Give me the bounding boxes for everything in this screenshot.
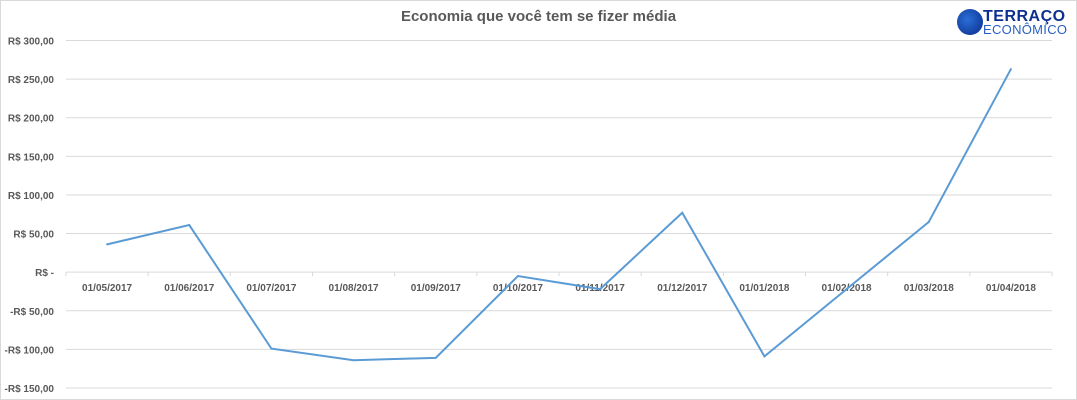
x-tick-label: 01/06/2017	[164, 283, 214, 294]
logo-text-2: ECONÔMICO	[983, 22, 1068, 37]
y-tick-label: R$ 250,00	[8, 75, 55, 86]
data-point	[106, 243, 109, 246]
data-point	[434, 356, 437, 359]
data-point	[188, 224, 191, 227]
data-point	[681, 211, 684, 214]
y-tick-label: R$ 100,00	[8, 191, 55, 202]
data-point	[270, 347, 273, 350]
y-tick-label: R$ 300,00	[8, 37, 55, 48]
x-tick-label: 01/05/2017	[82, 283, 132, 294]
logo-text-1: TERRAÇO	[983, 8, 1066, 25]
data-point	[1009, 68, 1012, 71]
y-tick-label: R$ 50,00	[13, 230, 54, 241]
data-point	[599, 288, 602, 291]
y-tick-label: R$ 200,00	[8, 114, 55, 125]
terraco-economico-logo: TERRAÇO ECONÔMICO	[957, 8, 1067, 38]
data-point	[516, 275, 519, 278]
x-tick-label: 01/08/2017	[329, 283, 379, 294]
x-tick-label: 01/04/2018	[986, 283, 1036, 294]
data-point	[763, 355, 766, 358]
y-tick-label: R$ -	[35, 268, 54, 279]
data-point	[352, 359, 355, 362]
y-tick-label: R$ 150,00	[8, 152, 55, 163]
y-tick-label: -R$ 100,00	[5, 345, 55, 356]
x-tick-label: 01/01/2018	[739, 283, 789, 294]
y-tick-label: -R$ 150,00	[5, 384, 55, 395]
series-line	[106, 68, 1012, 362]
x-tick-label: 01/12/2017	[657, 283, 707, 294]
data-point	[927, 220, 930, 223]
chart-title: Economia que você tem se fizer média	[400, 8, 677, 25]
y-tick-label: -R$ 50,00	[10, 307, 54, 318]
x-tick-label: 01/07/2017	[246, 283, 296, 294]
x-tick-label: 01/09/2017	[411, 283, 461, 294]
logo-globe-icon	[957, 9, 983, 35]
x-tick-label: 01/10/2017	[493, 283, 543, 294]
x-tick-label: 01/03/2018	[904, 283, 954, 294]
data-point	[845, 288, 848, 291]
